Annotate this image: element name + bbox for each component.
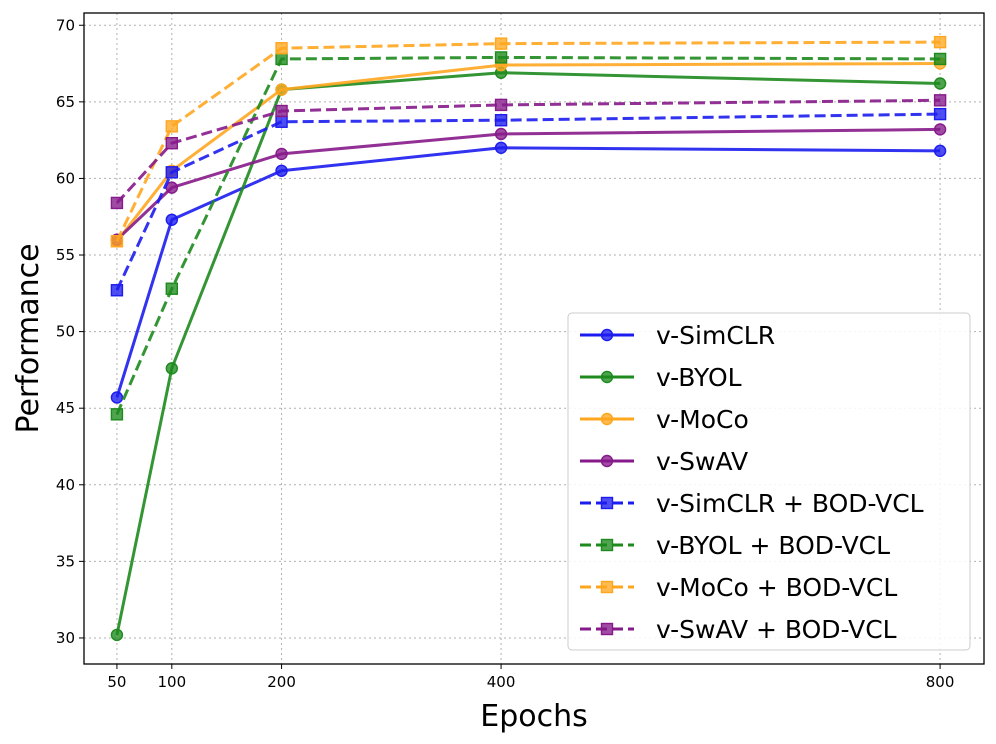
data-point <box>933 123 947 136</box>
x-axis-title: Epochs <box>480 699 588 734</box>
data-point <box>494 141 508 154</box>
legend-box <box>567 312 971 651</box>
y-tick-label: 60 <box>56 169 75 187</box>
legend-marker <box>600 454 614 468</box>
y-axis-title: Performance <box>11 243 46 433</box>
data-point <box>275 83 288 96</box>
y-tick-label: 30 <box>56 629 75 647</box>
legend-marker <box>600 622 614 636</box>
y-tick-label: 50 <box>56 323 75 341</box>
legend-item: v-MoCo <box>580 405 749 434</box>
y-tick-label: 35 <box>56 552 75 570</box>
data-point <box>110 284 124 297</box>
data-point <box>110 196 124 210</box>
data-point <box>110 235 124 248</box>
y-tick-label: 70 <box>56 16 75 34</box>
y-tick-label: 40 <box>56 476 75 494</box>
series-v-simclr-bod-vcl <box>110 107 947 297</box>
legend-label: v-MoCo + BOD-VCL <box>656 573 897 602</box>
data-point <box>165 166 179 179</box>
legend-marker <box>600 328 614 342</box>
x-tick-label: 200 <box>267 673 296 691</box>
legend-label: v-BYOL <box>656 363 742 392</box>
data-point <box>275 104 288 118</box>
x-tick-label: 800 <box>926 673 955 691</box>
x-tick-label: 50 <box>107 673 126 691</box>
data-point <box>110 408 124 421</box>
plot-frame <box>83 12 985 665</box>
data-point <box>933 77 947 90</box>
legend-item: v-SwAV <box>580 447 748 476</box>
legend-label: v-BYOL + BOD-VCL <box>656 531 890 560</box>
data-point <box>110 628 124 642</box>
legend-label: v-SwAV + BOD-VCL <box>656 615 897 644</box>
legend-marker <box>600 496 614 510</box>
legend-marker <box>600 370 614 384</box>
y-tick-label: 65 <box>56 93 75 111</box>
legend-item: v-SimCLR + BOD-VCL <box>580 489 924 518</box>
y-tick-label: 55 <box>56 246 75 264</box>
legend: v-SimCLR v-BYOL v-MoCo v-SwAV v-SimCLR + BOD… <box>567 312 971 651</box>
series-v-byol-bod-vcl <box>110 51 947 421</box>
legend-marker <box>600 412 614 426</box>
series-layer <box>110 35 947 642</box>
data-point <box>494 127 508 141</box>
data-point <box>933 94 947 107</box>
series-v-swav-bod-vcl <box>110 94 947 210</box>
x-tick-label: 100 <box>157 673 186 691</box>
data-point <box>165 282 179 295</box>
data-point <box>275 164 288 177</box>
legend-item: v-SimCLR <box>580 321 775 350</box>
data-point <box>165 136 179 150</box>
y-axis: 30 35 40 45 50 55 60 65 70 <box>56 16 84 647</box>
data-point <box>110 391 124 404</box>
x-axis: 50 100 200 400 800 <box>107 664 954 691</box>
data-point <box>275 147 288 161</box>
data-point <box>494 114 508 127</box>
data-point <box>494 98 508 112</box>
y-tick-label: 45 <box>56 399 75 417</box>
data-point <box>494 51 508 64</box>
legend-marker <box>600 538 614 552</box>
data-point <box>933 35 947 49</box>
data-point <box>933 144 947 158</box>
data-point <box>275 52 288 66</box>
x-tick-label: 400 <box>487 673 516 691</box>
data-point <box>933 107 947 121</box>
legend-label: v-SimCLR <box>656 321 775 350</box>
data-point <box>165 120 179 133</box>
legend-marker <box>600 580 614 594</box>
legend-item: v-BYOL <box>580 363 742 392</box>
data-point <box>494 37 508 50</box>
legend-item: v-BYOL + BOD-VCL <box>580 531 890 560</box>
series-v-simclr <box>110 141 947 404</box>
data-point <box>165 213 179 226</box>
data-point <box>165 362 179 375</box>
data-point <box>275 115 288 128</box>
data-point <box>275 42 288 55</box>
legend-label: v-SimCLR + BOD-VCL <box>656 489 924 518</box>
legend-item: v-MoCo + BOD-VCL <box>580 573 897 602</box>
data-point <box>933 52 947 66</box>
legend-label: v-MoCo <box>656 405 749 434</box>
legend-item: v-SwAV + BOD-VCL <box>580 615 897 644</box>
legend-label: v-SwAV <box>656 447 748 476</box>
